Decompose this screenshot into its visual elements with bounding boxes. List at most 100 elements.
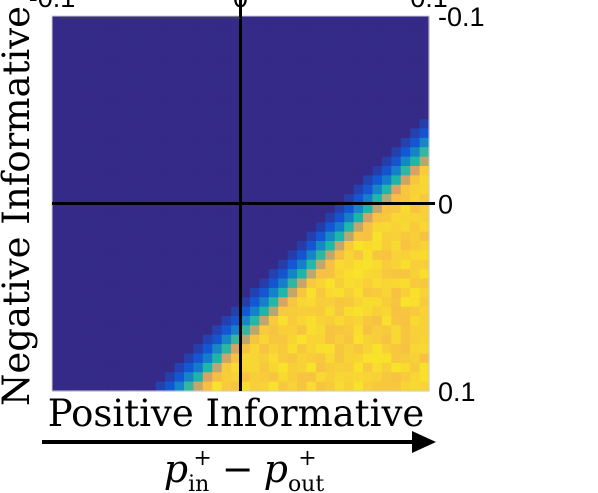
heatmap-cell xyxy=(297,250,308,261)
heatmap-cell xyxy=(108,25,119,36)
heatmap-cell xyxy=(221,62,232,73)
heatmap-cell xyxy=(400,325,411,336)
heatmap-cell xyxy=(410,62,421,73)
heatmap-cell xyxy=(268,231,279,242)
heatmap-cell xyxy=(221,269,232,280)
heatmap-cell xyxy=(315,175,326,186)
heatmap-cell xyxy=(334,372,345,383)
heatmap-cell xyxy=(165,91,176,101)
heatmap-cell xyxy=(99,334,110,345)
heatmap-cell xyxy=(278,334,289,345)
heatmap-cell xyxy=(52,231,63,242)
heatmap-cell xyxy=(193,62,204,73)
heatmap-cell xyxy=(287,372,298,383)
heatmap-cell xyxy=(297,72,308,83)
heatmap-cell xyxy=(89,53,100,64)
heatmap-cell xyxy=(334,222,345,233)
heatmap-cell xyxy=(80,297,91,308)
heatmap-cell xyxy=(52,203,63,214)
heatmap-cell xyxy=(52,344,63,355)
heatmap-cell xyxy=(136,212,147,223)
heatmap-cell xyxy=(287,175,298,186)
heatmap-cell xyxy=(419,269,430,280)
heatmap-cell xyxy=(165,62,176,73)
heatmap-cell xyxy=(410,156,421,167)
heatmap-cell xyxy=(52,269,63,280)
heatmap-cell xyxy=(259,372,270,383)
heatmap-cell xyxy=(117,100,129,111)
heatmap-cell xyxy=(372,297,383,308)
heatmap-cell xyxy=(391,372,402,383)
heatmap-cell xyxy=(297,166,308,176)
heatmap-cell xyxy=(391,278,402,289)
heatmap-cell xyxy=(108,53,119,64)
heatmap-cell xyxy=(325,53,336,64)
heatmap-cell xyxy=(240,25,251,36)
heatmap-cell xyxy=(231,62,242,73)
heatmap-cell xyxy=(127,381,138,392)
heatmap-cell xyxy=(183,109,194,120)
heatmap-cell xyxy=(117,381,129,392)
heatmap-cell xyxy=(80,325,91,336)
heatmap-cell xyxy=(80,316,91,326)
heatmap-cell xyxy=(52,278,63,289)
heatmap-cell xyxy=(249,16,260,26)
heatmap-cell xyxy=(391,184,402,195)
heatmap-cell xyxy=(202,269,213,280)
heatmap-cell xyxy=(136,353,147,364)
heatmap-cell xyxy=(363,184,374,195)
heatmap-cell xyxy=(363,259,374,270)
heatmap-cell xyxy=(400,128,411,139)
heatmap-cell xyxy=(410,269,421,280)
heatmap-cell xyxy=(89,344,100,355)
heatmap-cell xyxy=(70,362,81,373)
heatmap-cell xyxy=(400,194,411,205)
heatmap-cell xyxy=(136,44,147,55)
heatmap-cell xyxy=(249,34,260,45)
heatmap-cell xyxy=(174,175,185,186)
heatmap-cell xyxy=(99,353,110,364)
heatmap-cell xyxy=(221,25,232,36)
heatmap-cell xyxy=(297,91,308,101)
heatmap-cell xyxy=(127,147,138,158)
heatmap-cell xyxy=(89,250,100,261)
heatmap-cell xyxy=(259,184,270,195)
heatmap-cell xyxy=(231,203,242,214)
heatmap-cell xyxy=(174,53,185,64)
heatmap-cell xyxy=(391,166,402,176)
heatmap-cell xyxy=(80,166,91,176)
heatmap-cell xyxy=(400,259,411,270)
heatmap-cell xyxy=(249,241,260,251)
heatmap-cell xyxy=(61,231,72,242)
heatmap-cell xyxy=(249,297,260,308)
heatmap-cell xyxy=(117,72,129,83)
heatmap-cell xyxy=(353,278,364,289)
heatmap-cell xyxy=(136,325,147,336)
heatmap-cell xyxy=(344,25,355,36)
x-tick-label: -0.1 xyxy=(29,0,76,13)
heatmap-cell xyxy=(165,269,176,280)
heatmap-cell xyxy=(334,306,345,317)
heatmap-cell xyxy=(391,16,402,26)
heatmap-cell xyxy=(400,44,411,55)
heatmap-cell xyxy=(363,81,374,92)
heatmap-cell xyxy=(259,362,270,373)
heatmap-cell xyxy=(372,81,383,92)
heatmap-cell xyxy=(410,53,421,64)
heatmap-cell xyxy=(155,325,166,336)
heatmap-cell xyxy=(297,137,308,148)
heatmap-cell xyxy=(353,381,364,392)
heatmap-cell xyxy=(240,372,251,383)
heatmap-cell xyxy=(259,325,270,336)
heatmap-cell xyxy=(344,53,355,64)
heatmap-cell xyxy=(221,184,232,195)
heatmap-cell xyxy=(259,81,270,92)
heatmap-cell xyxy=(249,72,260,83)
heatmap-cell xyxy=(193,362,204,373)
heatmap-cell xyxy=(231,353,242,364)
heatmap-cell xyxy=(117,184,129,195)
heatmap-cell xyxy=(146,25,157,36)
heatmap-cell xyxy=(363,287,374,298)
heatmap-cell xyxy=(381,109,392,120)
heatmap-cell xyxy=(165,175,176,186)
